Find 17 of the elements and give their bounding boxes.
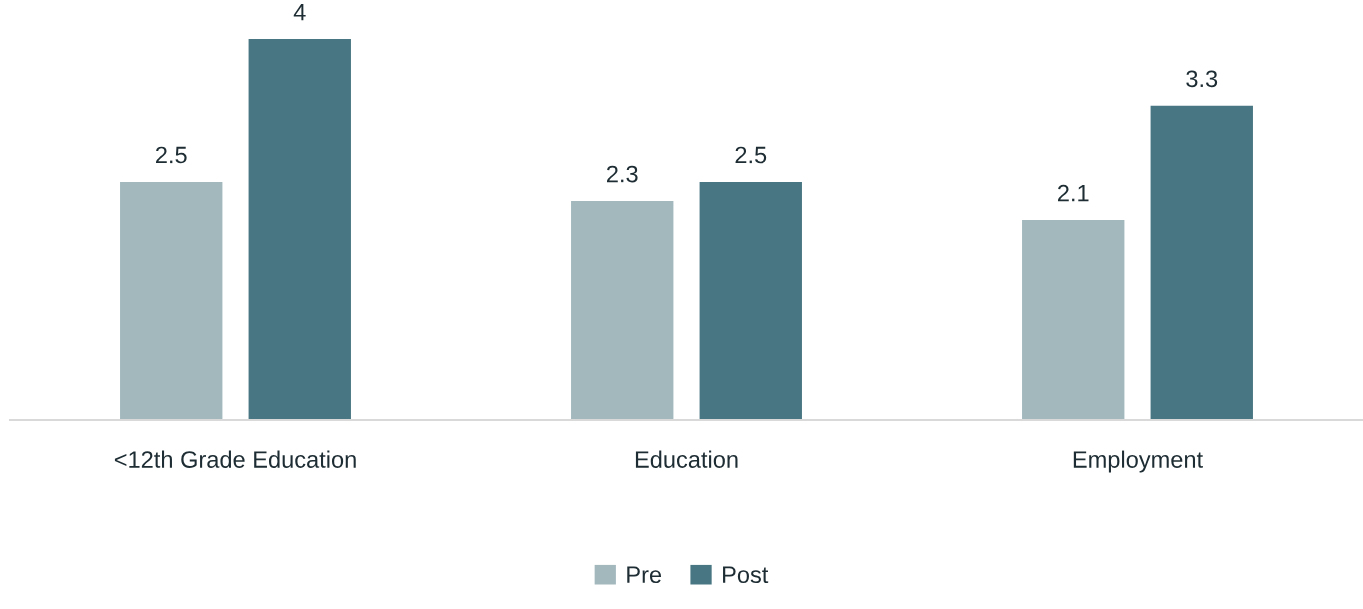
x-tick-label: <12th Grade Education: [114, 450, 356, 468]
data-label: 2.3: [607, 165, 638, 183]
bar: [1022, 220, 1125, 420]
x-tick-label: Employment: [1073, 450, 1203, 473]
bar: [699, 181, 802, 420]
bar: [248, 39, 351, 420]
legend-label: Post: [723, 566, 769, 584]
data-label: 4: [293, 4, 306, 21]
bar: [1150, 105, 1253, 420]
data-label: 2.1: [1058, 184, 1089, 202]
data-label: 3.3: [1186, 70, 1218, 88]
data-label: 2.5: [156, 146, 187, 164]
bar: [571, 200, 674, 420]
data-label: 2.5: [735, 146, 767, 164]
bar: [120, 181, 223, 420]
legend-label: Pre: [627, 566, 662, 584]
x-tick-label: Education: [635, 450, 738, 468]
